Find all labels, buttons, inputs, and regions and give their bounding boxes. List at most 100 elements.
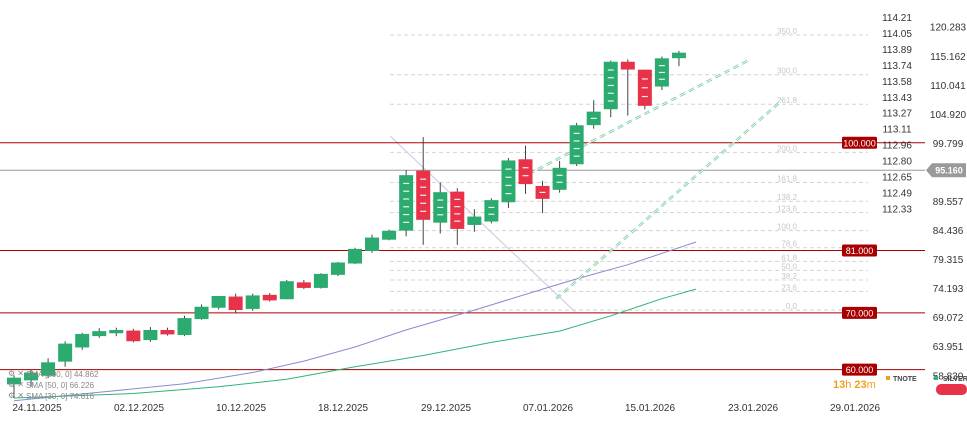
candle-up xyxy=(501,160,516,203)
candle-up xyxy=(348,248,362,264)
y-left-tick-label: 112.96 xyxy=(882,141,912,152)
sma-30-line xyxy=(13,288,697,399)
legend-controls-icon: ⚙ ✕ xyxy=(8,380,24,389)
fib-level-label: 300.0 xyxy=(777,67,798,76)
fib-level-label: 138.2 xyxy=(777,193,798,202)
y-axis-right: 120.283 115.162 110.041 104.920 99.799 89.557… xyxy=(930,23,967,383)
candle-down xyxy=(296,282,311,288)
fib-level-label: 161.8 xyxy=(777,174,798,183)
candle-up xyxy=(671,52,686,59)
price-level-tag-label: 81.000 xyxy=(846,246,874,256)
y-right-tick-label: 74.193 xyxy=(933,284,964,295)
y-right-tick-label: 84.436 xyxy=(933,226,964,237)
y-left-tick-label: 113.89 xyxy=(882,45,912,56)
candle-up xyxy=(75,333,90,348)
trend-channel xyxy=(528,59,783,300)
current-price-label: 95.160 xyxy=(935,166,963,176)
sma-50-line xyxy=(13,241,697,402)
y-left-tick-label: 112.49 xyxy=(882,188,912,199)
y-left-tick-label: 113.58 xyxy=(882,77,912,88)
fib-level-label: 50.0 xyxy=(781,262,797,271)
candle-up xyxy=(279,281,294,300)
candle-down xyxy=(620,61,635,70)
channel-upper-core xyxy=(528,60,749,175)
candle-up xyxy=(194,306,209,320)
legend-controls-icon: ⚙ ✕ xyxy=(8,391,24,400)
fib-level-label: 23.6 xyxy=(781,283,797,292)
sma-legend: ⚙ ✕ SMA [200, 0] 44.862⚙ ✕ SMA [50, 0] 66.… xyxy=(8,369,99,401)
candle-up xyxy=(382,230,397,240)
candle-down xyxy=(160,330,175,335)
y-left-tick-label: 114.21 xyxy=(882,13,912,24)
x-tick-label: 23.01.2026 xyxy=(728,403,778,414)
price-tags: 100.000 81.000 70.000 60.000 95.160 xyxy=(842,136,966,376)
x-tick-label: 24.11.2025 xyxy=(12,403,62,414)
x-tick-label: 18.12.2025 xyxy=(318,403,368,414)
bottom-right-widgets: 13h 23m TNOTE SILVER xyxy=(833,376,967,395)
x-axis: 24.11.2025 02.12.2025 10.12.2025 18.12.2025… xyxy=(12,403,880,414)
y-left-tick-label: 114.05 xyxy=(882,29,912,40)
horizontal-levels xyxy=(0,142,925,371)
candle-down xyxy=(450,191,465,229)
x-tick-label: 02.12.2025 xyxy=(114,403,164,414)
y-left-tick-label: 113.11 xyxy=(882,125,912,136)
candle-up xyxy=(24,372,39,381)
y-right-tick-label: 104.920 xyxy=(930,110,967,121)
candle-up xyxy=(7,377,21,385)
silver-indicator-pill xyxy=(936,384,967,395)
price-level-tag-label: 100.000 xyxy=(843,138,876,148)
candle-up xyxy=(41,362,56,376)
candle-up xyxy=(177,318,192,335)
candle-up xyxy=(399,175,414,231)
candle-down xyxy=(126,330,141,342)
price-level-tag-label: 60.000 xyxy=(846,365,874,375)
fib-level-label: 261.8 xyxy=(777,96,798,105)
candle-up xyxy=(58,343,73,362)
fib-level-label: 123.6 xyxy=(777,205,798,214)
y-right-tick-label: 63.951 xyxy=(933,342,964,353)
sma-lines xyxy=(13,241,697,402)
countdown-timer-part: 13 xyxy=(833,379,845,391)
y-right-tick-label: 58.830 xyxy=(933,371,964,382)
channel-lower-core xyxy=(555,99,783,300)
y-right-tick-label: 115.162 xyxy=(930,52,966,63)
sma-legend-item: SMA [200, 0] 44.862 xyxy=(26,370,99,379)
y-right-tick-label: 89.557 xyxy=(933,197,964,208)
candles xyxy=(7,50,686,398)
x-tick-label: 15.01.2026 xyxy=(625,403,675,414)
y-left-tick-label: 112.65 xyxy=(882,173,912,184)
y-right-tick-label: 120.283 xyxy=(930,23,967,34)
y-left-tick-label: 113.43 xyxy=(882,93,912,104)
candle-up xyxy=(467,216,482,225)
price-level-tag xyxy=(842,306,877,319)
candle-up xyxy=(245,295,260,309)
fib-level-label: 38.2 xyxy=(781,272,797,281)
candle-up xyxy=(109,330,124,334)
y-right-tick-label: 110.041 xyxy=(930,81,966,92)
y-left-tick-label: 113.74 xyxy=(882,61,912,72)
y-right-tick-label: 99.799 xyxy=(933,139,964,150)
countdown-timer-part: m xyxy=(867,379,876,391)
x-tick-label: 10.12.2025 xyxy=(216,403,266,414)
countdown-timer: 13h 23m xyxy=(833,379,876,391)
x-tick-label: 29.12.2025 xyxy=(421,403,471,414)
y-left-tick-label: 113.27 xyxy=(882,109,912,120)
candle-up xyxy=(92,331,107,337)
countdown-timer-part: h xyxy=(845,379,851,391)
candle-up xyxy=(365,237,380,252)
legend-controls-icon: ⚙ ✕ xyxy=(8,369,24,378)
sma-legend-item: SMA [50, 0] 66.226 xyxy=(26,381,95,390)
fib-anchor-line xyxy=(389,135,576,313)
sma-legend-item: SMA [30, 0] 74.816 xyxy=(26,392,95,401)
price-level-tag xyxy=(842,363,877,376)
candle-up xyxy=(330,262,345,275)
candle-down xyxy=(262,294,277,301)
fib-level-label: 350.0 xyxy=(777,27,798,36)
price-level-tag-label: 70.000 xyxy=(846,308,874,318)
symbol-label: SILVER xyxy=(943,376,967,383)
y-right-tick-label: 69.072 xyxy=(933,313,964,324)
candle-up xyxy=(211,295,226,308)
fib-level-label: 61.8 xyxy=(781,253,797,262)
candle-up xyxy=(143,330,158,341)
